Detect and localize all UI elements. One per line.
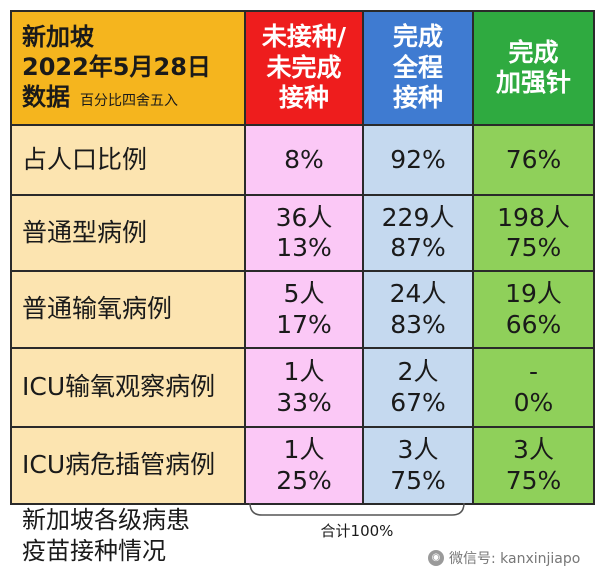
header-boost-line: 加强针 xyxy=(495,68,571,97)
bracket-icon xyxy=(249,503,465,516)
table-title-cell: 新加坡 2022年5月28日 数据 百分比四舍五入 xyxy=(10,10,246,126)
header-unvax-line: 未接种/ xyxy=(261,22,347,52)
boost-cell: 19人 66% xyxy=(472,270,595,349)
cell-count: 5人 xyxy=(283,279,325,308)
title-data-word: 数据 xyxy=(22,82,70,111)
cell-percent: 75% xyxy=(505,465,562,495)
cell-count: 2人 xyxy=(397,357,439,386)
unvax-cell: 1人 33% xyxy=(244,347,364,428)
cell-percent: 87% xyxy=(390,233,446,262)
unvax-cell: 1人 25% xyxy=(244,426,364,505)
header-boost-line: 完成 xyxy=(508,37,559,67)
row-label: ICU病危插管病例 xyxy=(10,426,246,505)
cell-count: - xyxy=(528,357,539,386)
header-fully-vaccinated: 完成 全程 接种 xyxy=(362,10,474,126)
table-row: 占人口比例 8% 92% 76% xyxy=(10,124,595,196)
wechat-id: ◉ 微信号: kanxinjiapo xyxy=(428,546,580,570)
cell-value: 76% xyxy=(505,144,562,174)
header-row: 新加坡 2022年5月28日 数据 百分比四舍五入 未接种/ 未完成 接种 完成 … xyxy=(10,10,595,126)
unvax-cell: 36人 13% xyxy=(244,194,364,272)
header-boosted: 完成 加强针 xyxy=(472,10,595,126)
full-cell: 92% xyxy=(362,124,474,196)
cell-percent: 75% xyxy=(390,465,446,495)
unvax-cell: 8% xyxy=(244,124,364,196)
cell-value: 8% xyxy=(284,144,324,174)
row-label: 普通型病例 xyxy=(10,194,246,272)
cell-percent: 17% xyxy=(276,309,332,339)
caption: 新加坡各级病患 疫苗接种情况 xyxy=(22,505,190,567)
cell-percent: 66% xyxy=(505,309,562,339)
total-note: 合计100% xyxy=(320,522,394,540)
cell-count: 1人 xyxy=(283,357,325,386)
cell-count: 3人 xyxy=(397,435,439,464)
cell-count: 1人 xyxy=(283,435,325,464)
header-full-line: 全程 xyxy=(392,52,443,82)
title-data: 数据 百分比四舍五入 xyxy=(22,83,244,113)
cell-count: 198人 xyxy=(497,202,570,232)
cell-percent: 25% xyxy=(276,465,332,495)
cell-count: 19人 xyxy=(505,279,562,308)
unvax-cell: 5人 17% xyxy=(244,270,364,349)
cell-percent: 33% xyxy=(276,387,332,417)
boost-cell: 76% xyxy=(472,124,595,196)
boost-cell: - 0% xyxy=(472,347,595,428)
row-label: 普通输氧病例 xyxy=(10,270,246,349)
cell-count: 229人 xyxy=(381,202,455,232)
row-label: ICU输氧观察病例 xyxy=(10,347,246,428)
cell-count: 36人 xyxy=(275,202,333,232)
vaccination-table: 新加坡 2022年5月28日 数据 百分比四舍五入 未接种/ 未完成 接种 完成 … xyxy=(10,10,595,505)
cell-value: 92% xyxy=(390,144,446,174)
full-cell: 2人 67% xyxy=(362,347,474,428)
rounding-note: 百分比四舍五入 xyxy=(80,92,178,109)
header-unvax-line: 未完成 xyxy=(266,52,342,82)
table-row: ICU病危插管病例 1人 25% 3人 75% 3人 75% xyxy=(10,426,595,505)
boost-cell: 198人 75% xyxy=(472,194,595,272)
full-cell: 24人 83% xyxy=(362,270,474,349)
cell-percent: 83% xyxy=(390,309,446,339)
header-unvax-line: 接种 xyxy=(278,83,329,113)
table-row: 普通输氧病例 5人 17% 24人 83% 19人 66% xyxy=(10,270,595,349)
full-cell: 3人 75% xyxy=(362,426,474,505)
title-date: 2022年5月28日 xyxy=(22,53,211,82)
wechat-label: 微信号: kanxinjiapo xyxy=(449,551,581,567)
cell-percent: 13% xyxy=(276,233,332,262)
cell-count: 24人 xyxy=(389,279,447,308)
header-unvaccinated: 未接种/ 未完成 接种 xyxy=(244,10,364,126)
table-row: ICU输氧观察病例 1人 33% 2人 67% - 0% xyxy=(10,347,595,428)
boost-cell: 3人 75% xyxy=(472,426,595,505)
wechat-icon: ◉ xyxy=(428,550,444,566)
cell-percent: 67% xyxy=(390,387,446,417)
cell-percent: 0% xyxy=(513,387,554,417)
title-country: 新加坡 xyxy=(22,23,94,52)
row-label: 占人口比例 xyxy=(10,124,246,196)
caption-line: 新加坡各级病患 xyxy=(22,506,190,534)
cell-percent: 75% xyxy=(505,233,562,262)
full-cell: 229人 87% xyxy=(362,194,474,272)
caption-line: 疫苗接种情况 xyxy=(22,537,166,565)
table-row: 普通型病例 36人 13% 229人 87% 198人 75% xyxy=(10,194,595,272)
header-full-line: 完成 xyxy=(392,22,443,52)
header-full-line: 接种 xyxy=(392,83,443,113)
cell-count: 3人 xyxy=(513,435,554,464)
